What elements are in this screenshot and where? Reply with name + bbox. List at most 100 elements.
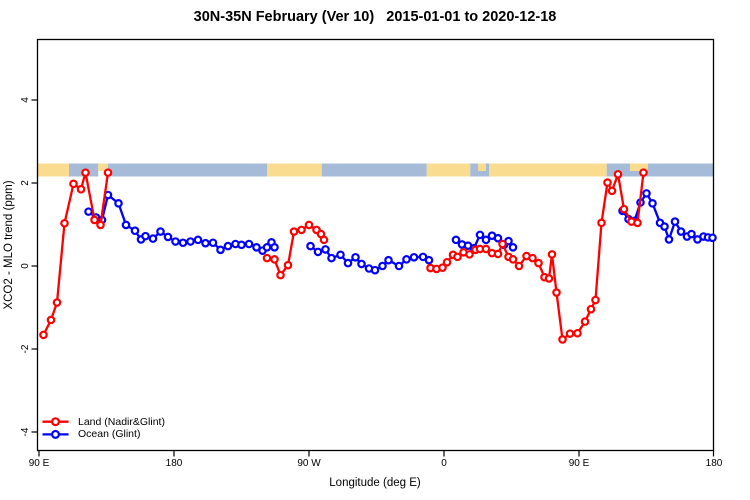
series-land-marker [262,253,272,263]
series-land-marker [514,261,524,271]
series-ocean-marker [378,261,387,271]
y-tick-label-0: 0 [20,263,31,269]
series-ocean-marker [670,217,680,226]
x-axis-label: Longitude (deg E) [329,477,421,489]
series-ocean-marker [178,238,188,248]
series-land-marker [603,178,612,187]
series-land-marker [607,186,617,196]
series-ocean-marker [208,238,218,248]
series-land-marker [597,218,606,228]
series-ocean-marker [402,255,411,264]
series-ocean-marker [418,252,428,262]
series-land-marker [544,274,554,283]
series-ocean-marker [262,243,272,252]
series-land-marker [633,218,642,228]
series-ocean-marker [193,235,203,245]
series-land-marker [304,220,314,230]
series-ocean-marker [327,253,336,263]
y-tick-label-2: 2 [20,180,31,186]
series-land-marker [442,257,452,267]
map-band-land [426,163,471,177]
series-ocean-marker [475,230,485,240]
series-ocean-marker [84,207,93,216]
series-ocean-marker [270,243,279,252]
series-land-marker [438,263,447,272]
series-ocean-marker [451,235,461,245]
series-ocean-marker [244,239,254,249]
legend-marker-0 [50,417,60,427]
series-land-marker [52,298,62,307]
plot-box [36,38,715,452]
series-land-line-0 [42,171,110,337]
series-ocean-marker [676,227,686,236]
series-ocean-marker [121,220,131,230]
series-ocean-marker [156,227,165,236]
series-ocean-marker [508,243,518,252]
map-band-land [37,163,69,177]
series-land-marker [508,255,518,264]
series-ocean-marker [163,232,173,242]
map-band-island [630,163,648,171]
series-ocean-marker [201,238,210,248]
x-tick-label-90w: 90 W [297,458,321,469]
series-land-marker [558,335,567,344]
series-land-marker [289,227,299,236]
series-land-marker [565,329,575,338]
legend-marker-1 [50,429,60,439]
series-land-marker [481,244,491,254]
series-land-marker [276,270,285,280]
series-land-marker [81,168,90,177]
series-ocean-marker [114,199,123,208]
series-land-marker [613,169,623,179]
series-ocean-marker [252,243,261,252]
map-band-ocean [108,163,267,177]
legend-label-land: Land (Nadir&Glint) [78,415,165,428]
series-ocean-marker [370,265,380,275]
y-axis-label: XCO2 - MLO trend (ppm) [3,180,15,310]
series-ocean-marker [664,235,674,244]
series-land-marker [90,215,99,225]
x-tick-label-180-right: 180 [705,458,723,469]
series-ocean-marker [351,252,360,262]
series-ocean-marker [336,250,345,260]
y-tick-label-neg4: -4 [20,427,31,437]
series-land-marker [46,315,56,325]
series-land-marker [639,168,648,177]
series-ocean-marker [394,261,404,271]
series-ocean-marker [660,222,669,231]
x-tick-label-90e-left: 90 E [28,458,50,469]
series-land-marker [580,317,590,326]
map-band-land [489,163,607,177]
legend-label-ocean: Ocean (Glint) [78,428,141,441]
series-ocean-marker [642,189,651,198]
y-tick-label-neg2: -2 [20,344,31,354]
series-land-marker [498,239,507,249]
x-tick-label-0: 0 [441,458,447,469]
x-tick-label-180-left: 180 [165,458,183,469]
series-land-marker [319,235,329,245]
map-band-island [478,163,486,171]
series-land-marker [465,250,474,259]
series-land-marker [528,253,537,263]
x-tick-label-90e-right: 90 E [568,458,590,469]
series-land-marker [96,220,105,230]
series-land-marker [453,252,462,262]
series-land-marker [493,249,503,259]
series-land-marker [547,250,557,259]
series-ocean-marker [384,255,393,265]
series-ocean-marker [313,247,323,257]
series-land-marker [283,260,293,270]
map-band-land [267,163,322,177]
series-ocean-line-3 [621,192,714,241]
series-ocean-marker [357,259,366,269]
map-band-island [98,163,108,171]
series-land-marker [586,304,596,314]
series-ocean-marker [306,241,315,251]
series-land-marker [534,258,543,268]
series-land-marker [619,204,629,214]
series-ocean-marker [481,235,491,245]
map-band-ocean [606,163,714,177]
series-ocean-marker [223,241,233,251]
series-ocean-marker [493,233,503,243]
